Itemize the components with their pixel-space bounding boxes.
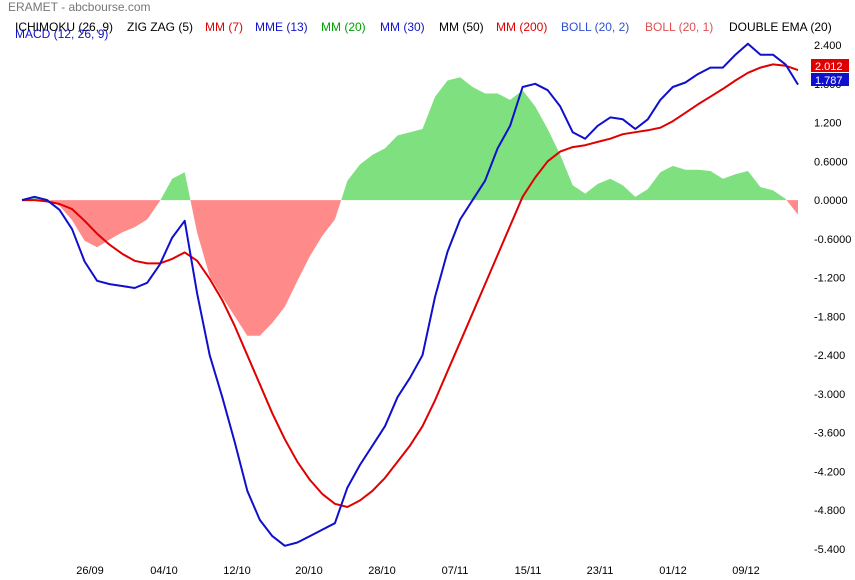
macd-last-value: 1.787 xyxy=(815,75,843,87)
x-tick-label: 20/10 xyxy=(295,565,323,577)
macd-label: MACD (12, 26, 9) xyxy=(15,27,109,41)
y-tick-label: -4.200 xyxy=(814,466,845,478)
indicator-boll-20-2[interactable]: BOLL (20, 2) xyxy=(561,20,630,34)
indicator-mme13[interactable]: MME (13) xyxy=(255,20,308,34)
x-tick-label: 07/11 xyxy=(442,565,469,577)
indicator-mm20[interactable]: MM (20) xyxy=(321,20,366,34)
indicator-zigzag[interactable]: ZIG ZAG (5) xyxy=(127,20,193,34)
y-tick-label: -4.800 xyxy=(814,505,845,517)
y-tick-label: -0.6000 xyxy=(814,234,851,246)
lines-layer xyxy=(21,42,799,547)
chart-title: ERAMET - abcbourse.com xyxy=(8,0,151,14)
signal-last-tag xyxy=(811,59,849,72)
y-tick-label: 0.6000 xyxy=(814,156,848,168)
last-value-tags: 2.012 1.787 xyxy=(811,59,849,87)
y-tick-label: -2.400 xyxy=(814,350,845,362)
y-tick-label: -1.200 xyxy=(814,273,845,285)
signal-last-value: 2.012 xyxy=(815,61,843,73)
signal-line xyxy=(22,63,799,508)
indicator-boll-20-1[interactable]: BOLL (20, 1) xyxy=(645,20,714,34)
x-tick-label: 26/09 xyxy=(76,565,104,577)
y-tick-label: -1.800 xyxy=(814,311,845,323)
indicator-mm200[interactable]: MM (200) xyxy=(496,20,548,34)
x-tick-label: 04/10 xyxy=(150,565,178,577)
macd-line xyxy=(21,42,799,547)
x-tick-label: 23/11 xyxy=(587,565,614,577)
x-tick-label: 09/12 xyxy=(732,565,760,577)
x-tick-label: 01/12 xyxy=(659,565,687,577)
y-tick-label: -3.600 xyxy=(814,428,845,440)
indicator-mm7[interactable]: MM (7) xyxy=(205,20,243,34)
x-tick-label: 15/11 xyxy=(515,565,542,577)
indicator-mm30[interactable]: MM (30) xyxy=(380,20,425,34)
histogram-layer xyxy=(22,77,798,336)
y-tick-label: 0.0000 xyxy=(814,195,848,207)
x-axis: 26/09 04/10 12/10 20/10 28/10 07/11 15/11 23/11… xyxy=(76,565,760,577)
indicator-double-ema[interactable]: DOUBLE EMA (20) xyxy=(729,20,832,34)
x-tick-label: 12/10 xyxy=(223,565,251,577)
y-tick-label: -5.400 xyxy=(814,544,845,556)
histogram-positive-area xyxy=(22,77,798,201)
y-tick-label: 1.200 xyxy=(814,118,842,130)
y-tick-label: -3.000 xyxy=(814,389,845,401)
y-axis: 2.4001.8001.2000.60000.0000-0.6000-1.200… xyxy=(814,40,851,556)
indicator-mm50[interactable]: MM (50) xyxy=(439,20,484,34)
histogram-negative-area xyxy=(22,200,798,336)
y-tick-label: 2.400 xyxy=(814,40,842,52)
x-tick-label: 28/10 xyxy=(368,565,396,577)
indicator-ichimoku[interactable]: ICHIMOKU (26, 9) xyxy=(15,20,114,34)
macd-last-tag xyxy=(811,73,849,86)
